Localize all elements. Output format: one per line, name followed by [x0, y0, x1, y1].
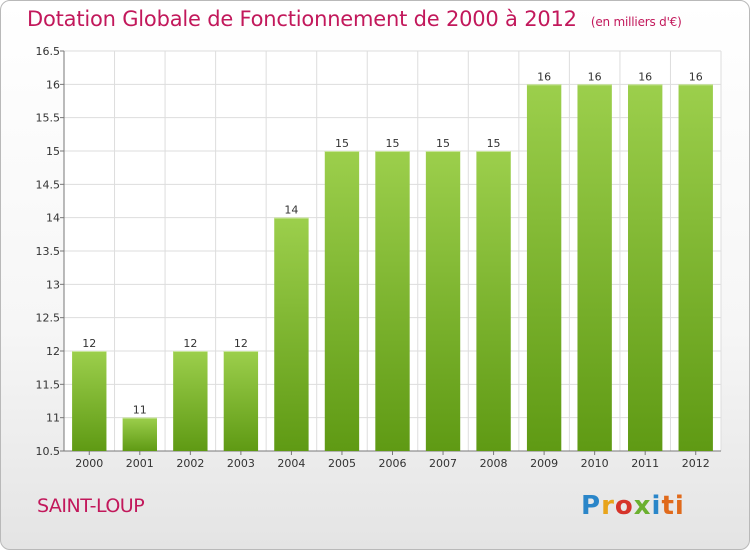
- y-tick-label: 13: [46, 278, 60, 291]
- bar-2006: [375, 151, 410, 451]
- data-label-2005: 15: [335, 137, 349, 150]
- y-tick-label: 11: [46, 412, 60, 425]
- data-label-2012: 16: [689, 70, 703, 83]
- y-tick-label: 13.5: [36, 245, 61, 258]
- x-tick-label-2006: 2006: [379, 457, 407, 470]
- bars: [72, 84, 713, 451]
- data-label-2007: 15: [436, 137, 450, 150]
- bar-2003: [223, 351, 259, 451]
- y-tick-label: 12.5: [36, 312, 61, 325]
- data-label-2002: 12: [183, 337, 197, 350]
- x-tick-label-2005: 2005: [328, 457, 356, 470]
- bar-2007: [425, 151, 461, 451]
- y-tick-label: 16: [46, 78, 60, 91]
- y-tick-label: 11.5: [36, 378, 61, 391]
- y-tick-label: 14.5: [36, 178, 61, 191]
- y-tick-label: 16.5: [36, 45, 61, 58]
- data-label-2001: 11: [133, 404, 147, 417]
- x-tick-label-2007: 2007: [429, 457, 457, 470]
- chart-title: Dotation Globale de Fonctionnement de 20…: [27, 7, 682, 31]
- x-tick-label-2009: 2009: [530, 457, 558, 470]
- data-label-2000: 12: [82, 337, 96, 350]
- x-tick-label-2008: 2008: [480, 457, 508, 470]
- y-tick-label: 14: [46, 212, 60, 225]
- x-tick-label-2004: 2004: [277, 457, 305, 470]
- bar-2001: [122, 417, 157, 451]
- data-label-2008: 15: [487, 137, 501, 150]
- bar-2002: [173, 351, 208, 451]
- data-label-2006: 15: [386, 137, 400, 150]
- unit-label: (en milliers d'€): [590, 15, 682, 29]
- data-label-2003: 12: [234, 337, 248, 350]
- bar-2012: [678, 84, 713, 451]
- y-tick-label: 15: [46, 145, 60, 158]
- y-tick-label: 12: [46, 345, 60, 358]
- data-label-2009: 16: [537, 70, 551, 83]
- labels: 10.5 11 11.5 12 12.5 13 13.5 14 14.5 15 15.5 16 16.5…: [36, 45, 710, 470]
- proxiti-logo[interactable]: Proxiti: [581, 491, 685, 521]
- data-label-2004: 14: [284, 204, 298, 217]
- x-tick-label-2003: 2003: [227, 457, 255, 470]
- y-tick-label: 10.5: [36, 445, 61, 458]
- x-tick-label-2011: 2011: [631, 457, 659, 470]
- bar-2000: [72, 351, 107, 451]
- x-tick-label-2001: 2001: [126, 457, 154, 470]
- bar-2004: [274, 217, 309, 451]
- x-tick-label-2010: 2010: [581, 457, 609, 470]
- title-text: Dotation Globale de Fonctionnement de 20…: [27, 7, 577, 31]
- bar-2005: [324, 151, 360, 451]
- commune-name: SAINT-LOUP: [37, 495, 145, 517]
- bar-2008: [476, 151, 511, 451]
- data-label-2011: 16: [638, 70, 652, 83]
- y-tick-label: 15.5: [36, 112, 61, 125]
- x-tick-label-2012: 2012: [682, 457, 710, 470]
- data-label-2010: 16: [588, 70, 602, 83]
- bar-2009: [526, 84, 562, 451]
- bar-2011: [628, 84, 663, 451]
- x-tick-label-2002: 2002: [176, 457, 204, 470]
- x-tick-label-2000: 2000: [75, 457, 103, 470]
- bar-2010: [577, 84, 612, 451]
